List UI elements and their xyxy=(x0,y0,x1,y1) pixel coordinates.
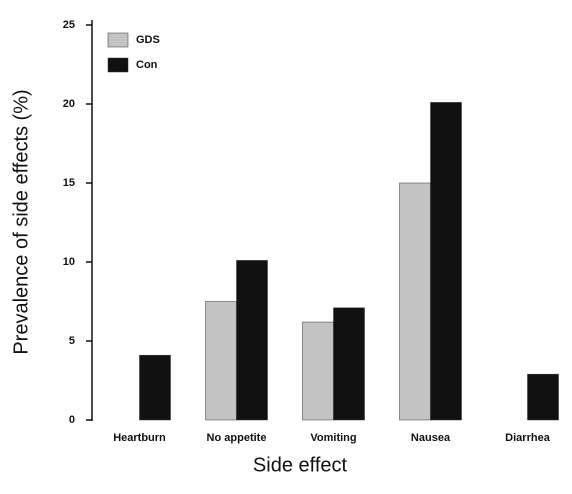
x-tick-label: Vomiting xyxy=(310,432,356,444)
bar xyxy=(333,307,365,421)
bar xyxy=(430,102,462,421)
y-tick-label: 5 xyxy=(69,335,75,347)
x-tick-label: Diarrhea xyxy=(505,432,551,444)
y-tick-label: 10 xyxy=(63,256,75,268)
x-tick-label: Nausea xyxy=(411,432,451,444)
bar xyxy=(236,260,268,421)
legend-swatch xyxy=(107,57,129,73)
legend-swatch xyxy=(107,32,129,48)
x-tick-label: No appetite xyxy=(207,432,267,444)
legend-label: Con xyxy=(136,59,158,71)
legend-label: GDS xyxy=(136,34,160,46)
x-tick-label: Heartburn xyxy=(113,432,166,444)
bar xyxy=(399,182,431,421)
bar xyxy=(139,354,171,421)
bar xyxy=(205,301,237,421)
bar xyxy=(302,321,334,421)
x-axis-title: Side effect xyxy=(253,454,348,476)
y-tick-label: 20 xyxy=(63,98,75,110)
y-tick-label: 15 xyxy=(63,177,75,189)
y-tick-label: 25 xyxy=(63,19,75,31)
y-tick-label: 0 xyxy=(69,414,75,426)
y-axis-title: Prevalence of side effects (%) xyxy=(10,89,32,354)
bar xyxy=(527,373,559,421)
